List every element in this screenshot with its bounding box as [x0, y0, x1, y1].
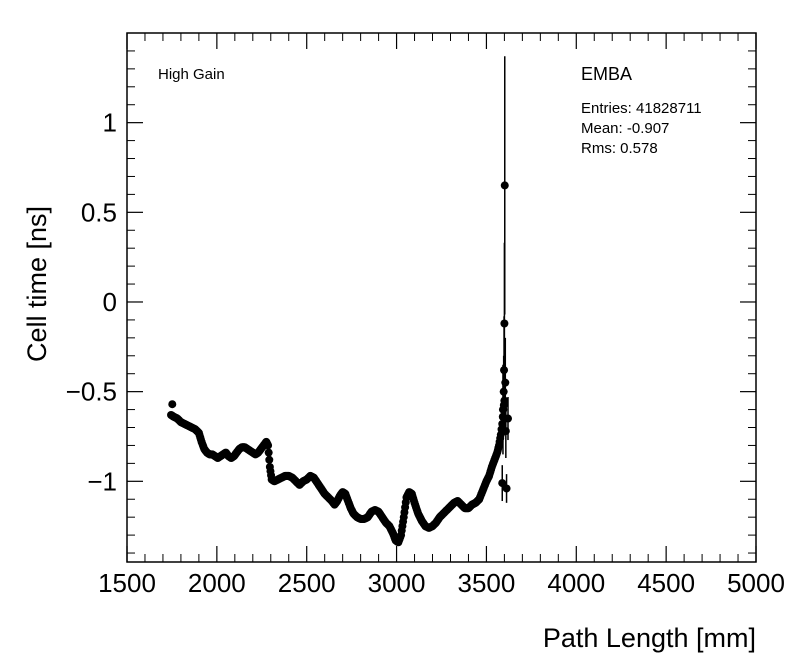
data-point — [502, 484, 511, 493]
rms-label: Rms: 0.578 — [581, 140, 658, 157]
y-tick-label: 0 — [103, 287, 117, 317]
y-tick-labels: −1 −0.5 0 0.5 1 — [66, 108, 117, 497]
y-tick-label: −1 — [87, 466, 117, 496]
y-tick-label: 0.5 — [81, 197, 117, 227]
data-point — [265, 455, 274, 464]
data-point — [500, 319, 509, 328]
data-point — [264, 448, 273, 457]
x-tick-label: 4500 — [637, 568, 695, 598]
x-tick-label: 2000 — [188, 568, 246, 598]
data-point — [501, 378, 510, 387]
axis-ticks — [126, 33, 757, 562]
x-tick-labels: 1500 2000 2500 3000 3500 4000 4500 5000 — [98, 568, 785, 598]
x-tick-label: 4000 — [547, 568, 605, 598]
x-tick-label: 3000 — [368, 568, 426, 598]
y-tick-label: 1 — [103, 108, 117, 138]
data-point — [500, 181, 509, 190]
x-axis-title: Path Length [mm] — [543, 623, 756, 653]
data-point — [503, 414, 512, 423]
mean-label: Mean: -0.907 — [581, 120, 669, 137]
data-point — [498, 479, 507, 488]
gain-label: High Gain — [158, 66, 225, 83]
partition-label: EMBA — [581, 64, 632, 84]
entries-label: Entries: 41828711 — [581, 100, 702, 117]
x-tick-label: 1500 — [98, 568, 156, 598]
plot-frame — [126, 32, 757, 563]
y-axis-title: Cell time [ns] — [22, 206, 52, 362]
x-tick-label: 5000 — [727, 568, 785, 598]
data-point — [168, 400, 177, 409]
y-tick-label: −0.5 — [66, 377, 117, 407]
x-tick-label: 3500 — [458, 568, 516, 598]
x-tick-label: 2500 — [278, 568, 336, 598]
data-points — [167, 56, 512, 547]
data-point — [264, 441, 273, 450]
